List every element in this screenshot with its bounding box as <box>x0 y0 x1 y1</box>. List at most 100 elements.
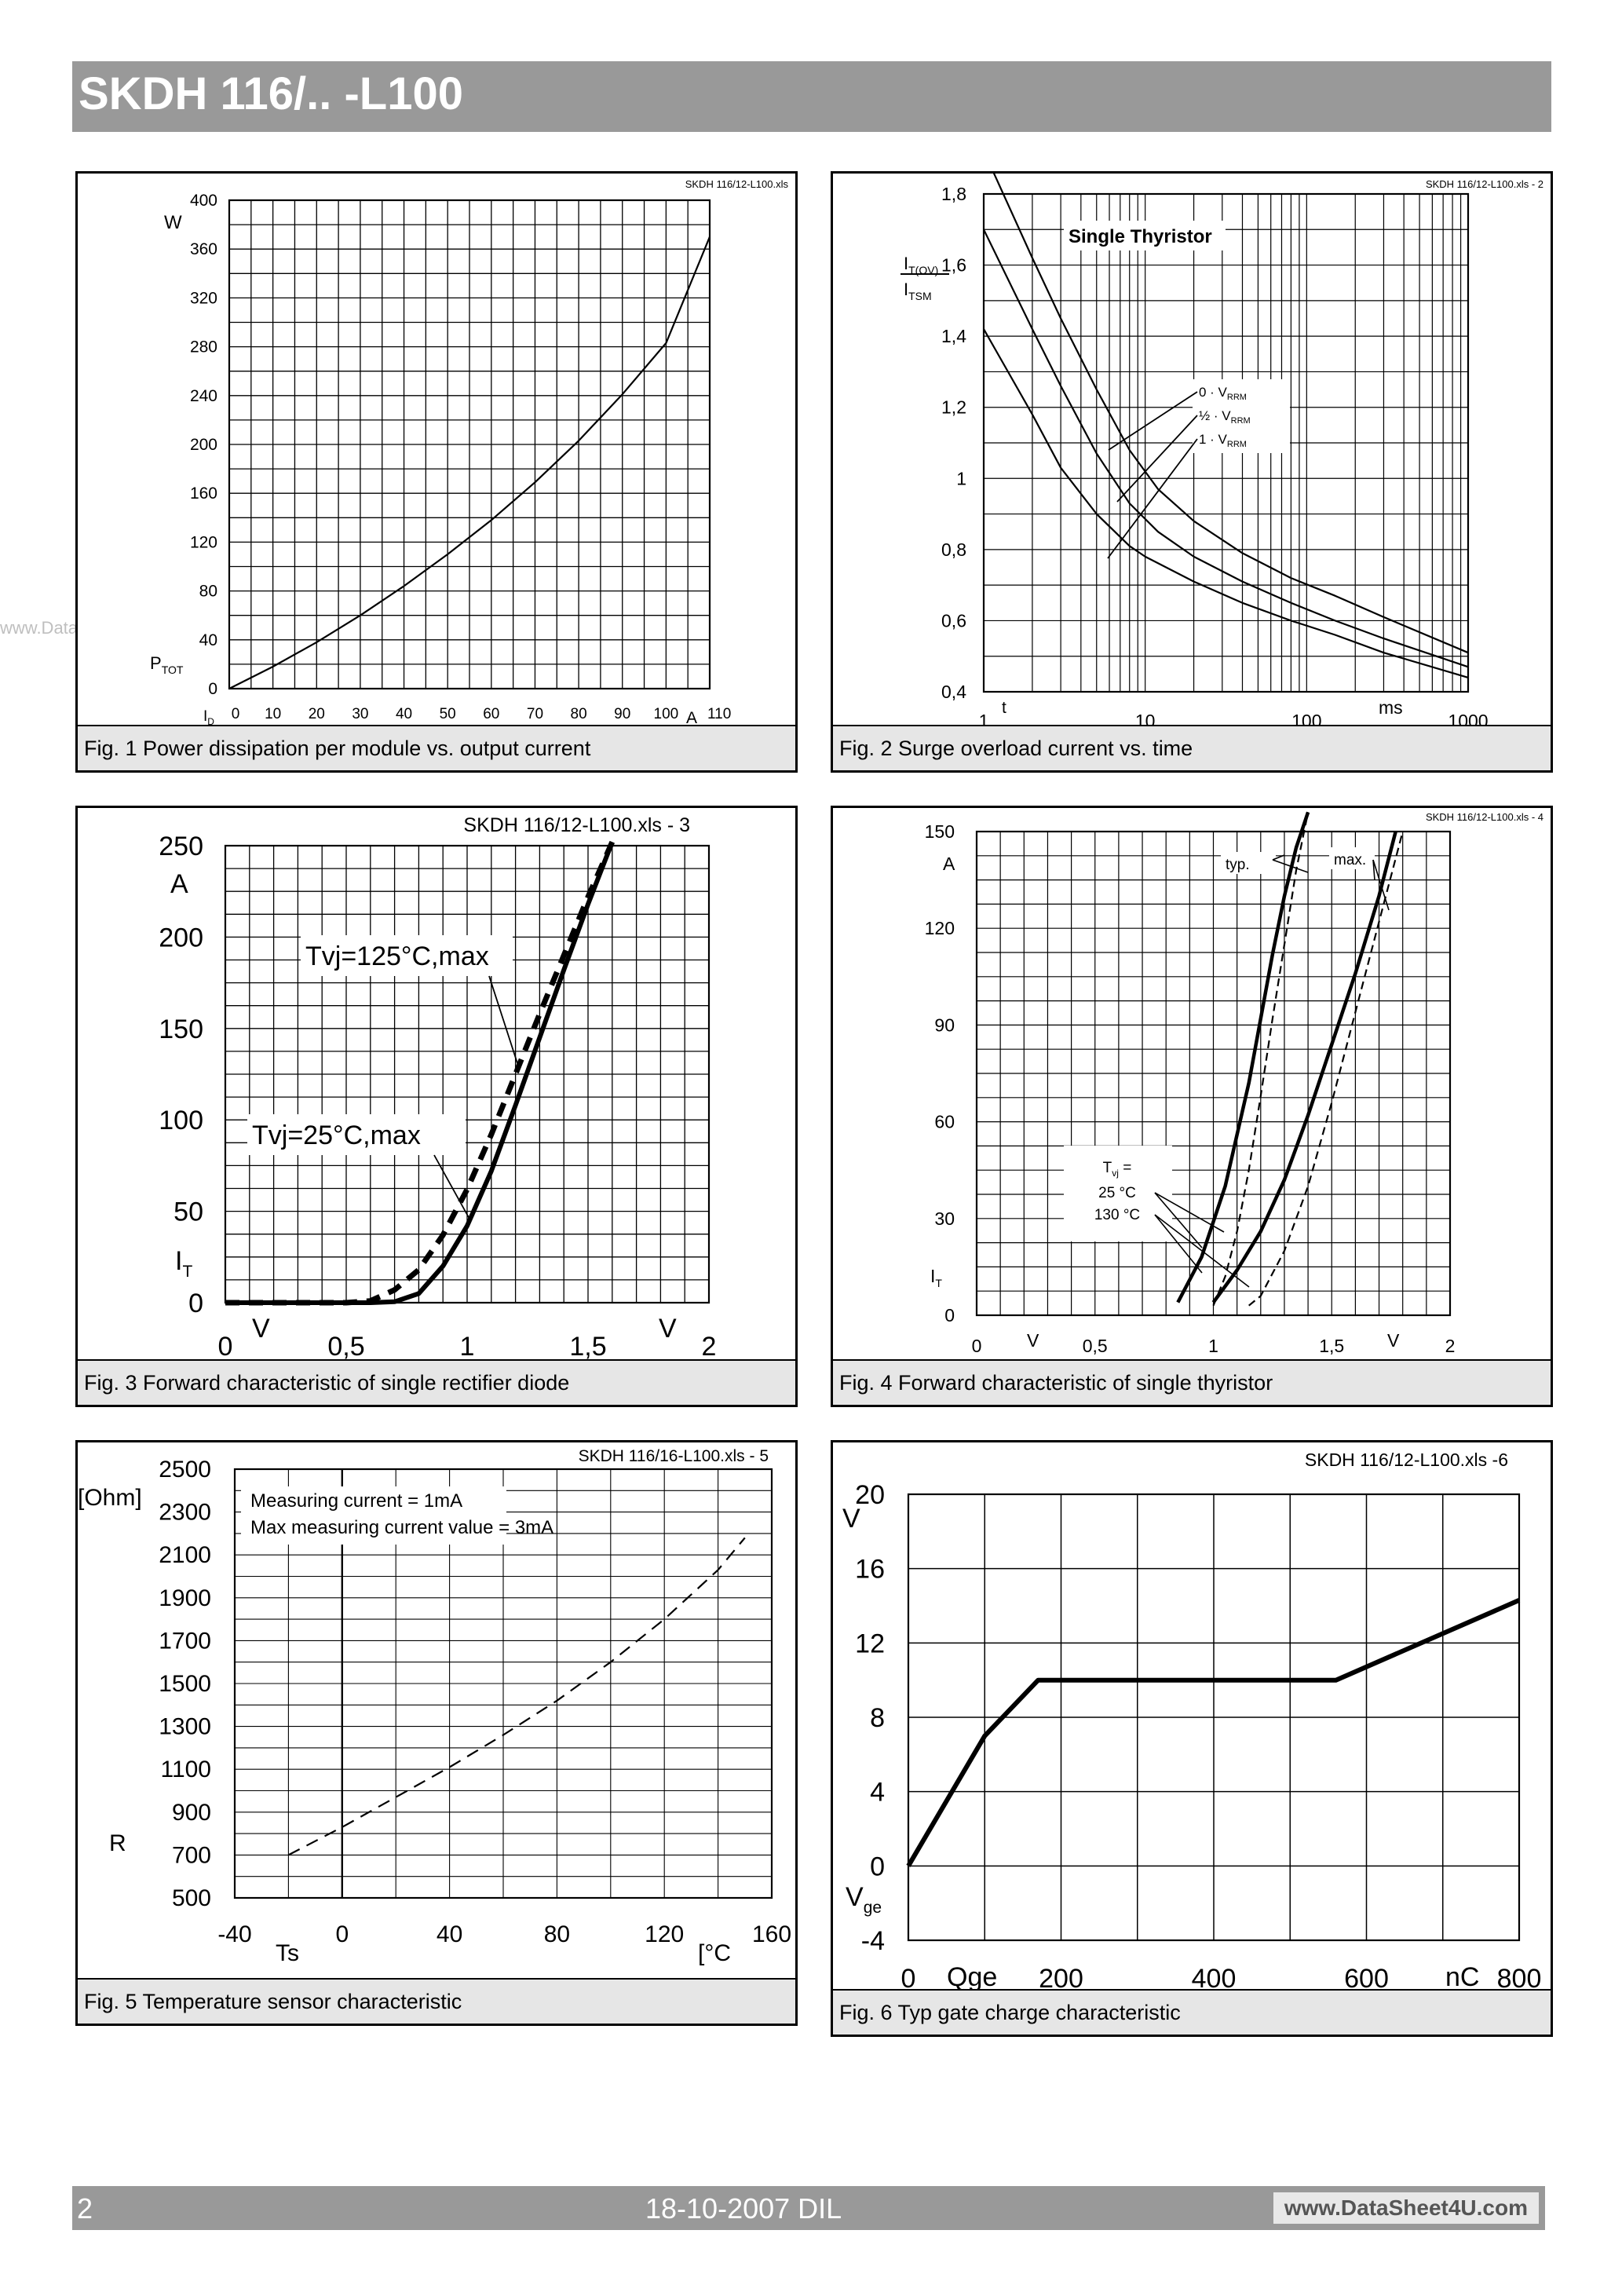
fig2-legend-label: 1 · VRRM <box>1199 432 1247 449</box>
header-bar: SKDH 116/.. -L100 <box>72 61 1551 132</box>
fig3-series-cold <box>225 841 615 1305</box>
fig3-label-hot-bg <box>301 935 513 976</box>
fig6-x-tick-label: 400 <box>1192 1964 1237 1994</box>
fig1-y-unit: W <box>164 212 182 233</box>
fig3-y-tick-label: 250 <box>159 832 203 861</box>
fig4-x-tick-label: 0 <box>972 1336 982 1356</box>
fig3-y-tick-label: 50 <box>174 1197 203 1227</box>
fig4-label-leader <box>1272 854 1285 861</box>
fig3-file-label: SKDH 116/12-L100.xls - 3 <box>463 814 690 836</box>
fig4-label-typ-bg <box>1221 852 1276 874</box>
fig5-note-line: Max measuring current value = 3mA <box>250 1517 553 1538</box>
fig5-plot-frame <box>233 1468 773 1899</box>
fig6-series-line <box>906 1598 1521 1867</box>
fig2-legend-leader-2 <box>1116 415 1198 503</box>
fig2-legend-label: ½ · VRRM <box>1199 408 1251 426</box>
figure-3-chart: 0 0,5 1 1,5 2 0 50 100 150 200 250 A V V IT Tvj=125°C,m… <box>159 814 717 1362</box>
fig1-x-tick-label: 60 <box>483 706 499 722</box>
fig5-y-tick-label: 1300 <box>159 1714 211 1740</box>
fig1-y-tick-label: 160 <box>190 484 217 503</box>
fig4-label-leader <box>1372 859 1390 911</box>
fig6-x-symbol: Qge <box>947 1962 997 1992</box>
fig4-series-130-typ <box>1212 812 1310 1307</box>
fig4-legend-leader <box>1154 1192 1225 1233</box>
figure-2-panel: 1 10 100 1000 0,4 0,6 0,8 1 1,2 1,4 1,6 1,8 t ms IT(OV… <box>831 171 1553 773</box>
fig6-x-unit: nC <box>1445 1962 1479 1992</box>
fig6-y-tick-label: -4 <box>861 1926 885 1956</box>
document-title: SKDH 116/.. -L100 <box>79 68 463 119</box>
fig5-file-label: SKDH 116/16-L100.xls - 5 <box>579 1447 769 1465</box>
fig1-x-tick-label: 20 <box>309 706 325 722</box>
fig4-y-tick-label: 0 <box>944 1305 955 1325</box>
fig1-x-tick-label: 110 <box>707 706 731 722</box>
fig2-y-symbol-denominator: ITSM <box>904 280 932 302</box>
figure-4-chart: 0 0,5 1 1,5 2 0 30 60 90 120 150 A V V IT typ. max. Tvj =… <box>925 811 1543 1356</box>
fig1-y-tick-label: 400 <box>190 192 217 210</box>
fig3-leader-hot <box>488 975 518 1064</box>
fig4-y-tick-label: 90 <box>934 1015 955 1035</box>
fig4-x-tick-label: 0,5 <box>1083 1336 1108 1356</box>
fig4-series-25-max <box>1211 831 1397 1303</box>
fig1-y-tick-label: 320 <box>190 289 217 307</box>
fig1-x-tick-label: 90 <box>614 706 630 722</box>
fig6-plot-frame <box>907 1493 1521 1942</box>
fig6-y-symbol: Vge <box>846 1882 882 1917</box>
fig4-plot-frame <box>975 830 1452 1317</box>
fig3-y-unit: A <box>170 869 188 899</box>
footer-bar: 2 18-10-2007 DIL www.DataSheet4U.com <box>72 2186 1545 2230</box>
fig4-legend-leader <box>1154 1192 1203 1249</box>
fig4-x-tick-label: 1 <box>1208 1336 1218 1356</box>
fig1-y-tick-label: 280 <box>190 338 217 356</box>
fig3-label-hot: Tvj=125°C,max <box>305 941 489 971</box>
fig4-series-130-max <box>1248 831 1404 1307</box>
fig4-y-tick-label: 60 <box>934 1112 955 1132</box>
fig5-y-tick-label: 1900 <box>159 1585 211 1611</box>
fig1-series-line <box>228 236 711 689</box>
fig2-y-tick-label: 1 <box>956 468 966 488</box>
fig5-series-line <box>287 1537 746 1856</box>
fig6-y-tick-label: 12 <box>855 1629 885 1658</box>
fig5-x-tick-label: 160 <box>752 1921 791 1947</box>
fig6-y-unit: V <box>842 1504 860 1534</box>
fig1-y-tick-label: 40 <box>199 631 217 649</box>
fig2-legend-bg <box>1193 379 1290 453</box>
fig4-label-max: max. <box>1334 852 1366 868</box>
fig6-x-tick-label: 200 <box>1039 1964 1083 1994</box>
fig2-series-line-1 <box>992 174 1469 654</box>
fig6-file-label: SKDH 116/12-L100.xls -6 <box>1305 1450 1508 1470</box>
fig6-y-tick-label: 20 <box>855 1480 885 1510</box>
fig4-x-tick-label: 2 <box>1445 1336 1456 1356</box>
fig3-y-tick-label: 100 <box>159 1106 203 1135</box>
fig5-y-tick-label: 900 <box>172 1800 211 1826</box>
figure-5-panel: -40 0 40 80 120 160 500 700 900 1100 1300 1500 1700 1… <box>75 1440 798 2026</box>
fig2-legend-leader-1 <box>1108 391 1198 451</box>
fig6-y-tick-label: 4 <box>870 1778 885 1808</box>
fig3-x-tick-label: 0,5 <box>327 1332 364 1362</box>
fig3-plot-frame <box>224 844 711 1304</box>
fig2-legend-leader-3 <box>1107 438 1198 559</box>
figure-5-caption: Fig. 5 Temperature sensor characteristic <box>78 1978 795 2024</box>
fig1-y-symbol: PTOT <box>150 653 184 676</box>
fig1-x-tick-label: 30 <box>352 706 368 722</box>
fig4-label-typ: typ. <box>1226 857 1250 873</box>
figure-4-caption: Fig. 4 Forward characteristic of single … <box>833 1359 1551 1405</box>
fig1-x-tick-label: 50 <box>440 706 456 722</box>
fig2-series-line-2 <box>983 229 1469 668</box>
fig3-x-tick-label: 2 <box>702 1332 717 1362</box>
fig5-x-tick-label: -40 <box>217 1921 251 1947</box>
fig4-legend-title: Tvj = <box>1103 1160 1132 1179</box>
fig3-y-tick-label: 0 <box>188 1289 203 1318</box>
figure-6-panel: 0 200 400 600 800 -4 0 4 8 12 16 20 V Vge Qge nC SKDH 11… <box>831 1440 1553 2037</box>
fig4-label-leader <box>1272 859 1309 873</box>
fig5-note-bg <box>241 1486 506 1545</box>
footer-website[interactable]: www.DataSheet4U.com <box>1273 2192 1539 2224</box>
fig4-series-25-typ <box>1176 811 1310 1303</box>
fig1-x-tick-label: 10 <box>265 706 281 722</box>
fig2-plot-frame <box>982 192 1470 693</box>
fig3-x-tick-label: 1 <box>460 1332 475 1362</box>
fig2-y-tick-label: 0,6 <box>941 610 966 631</box>
fig3-x-unit: V <box>252 1314 270 1344</box>
fig5-y-tick-label: 2500 <box>159 1457 211 1483</box>
fig5-x-tick-label: 80 <box>544 1921 570 1947</box>
